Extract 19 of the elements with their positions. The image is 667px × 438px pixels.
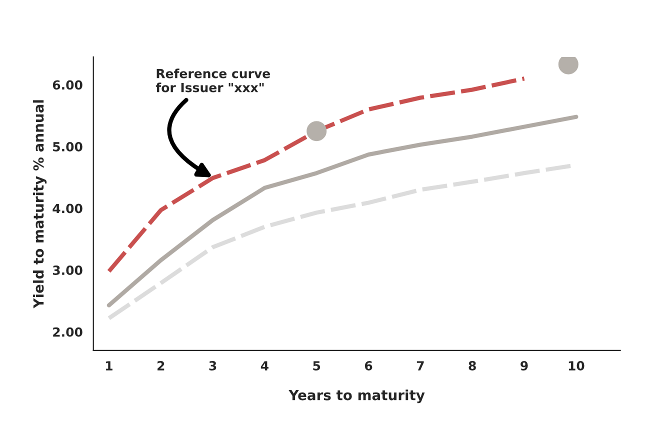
- x-tick-label: 3: [209, 361, 216, 370]
- y-tick-label: 4.00: [52, 204, 82, 214]
- y-tick-label: 5.00: [53, 142, 82, 152]
- y-tick-label: 6.00: [52, 80, 82, 90]
- x-tick-label: 8: [468, 361, 476, 370]
- x-tick-label: 7: [416, 361, 424, 370]
- x-tick-label: 5: [313, 361, 320, 370]
- annotation: Reference curve for Issuer "xxx": [156, 68, 270, 92]
- x-tick-label: 2: [158, 361, 164, 370]
- x-tick-label: 4: [260, 361, 268, 370]
- x-tick-label: 1: [106, 361, 112, 370]
- y-tick-label: 2.00: [53, 327, 82, 337]
- x-tick-label: 9: [520, 361, 528, 370]
- y-axis-title: Yield to maturity % annual: [33, 100, 47, 308]
- line-series: [106, 114, 578, 308]
- x-axis-title: Years to maturity: [288, 390, 425, 404]
- x-tick-label: 10: [568, 361, 584, 370]
- x-tick-label: 6: [364, 361, 372, 370]
- y-tick-label: 3.00: [52, 266, 82, 276]
